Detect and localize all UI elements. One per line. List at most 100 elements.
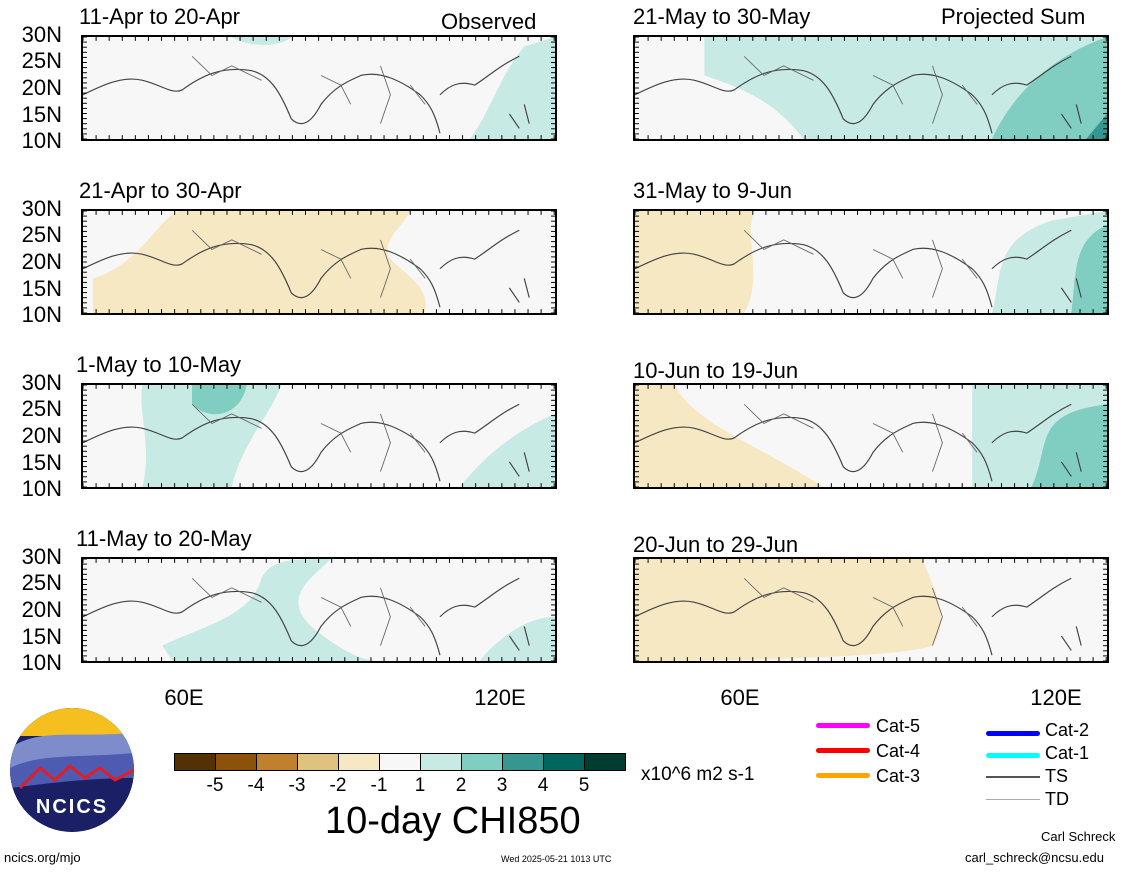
- colorbar-label: 4: [537, 775, 549, 796]
- colorbar-cell: [379, 753, 421, 771]
- map-svg: [83, 385, 555, 487]
- lon-label: 120E: [474, 685, 526, 710]
- coastline: [83, 55, 530, 134]
- map-panel: [81, 557, 557, 663]
- lon-label: 60E: [164, 685, 204, 710]
- map-panel: [81, 209, 557, 315]
- map-panel: [633, 383, 1109, 489]
- colorbar-cell: [461, 753, 503, 771]
- country-borders: [191, 55, 426, 124]
- country-borders: [743, 403, 978, 472]
- colorbar-label: -2: [329, 775, 347, 796]
- lat-label: 30N: [21, 22, 62, 47]
- colorbar-title: 10-day CHI850: [325, 800, 581, 842]
- lat-label: 10N: [21, 128, 62, 153]
- country-borders: [743, 229, 978, 298]
- cat4-label: Cat-4: [876, 741, 921, 761]
- lat-label: 10N: [21, 476, 62, 501]
- colorbar-label: -3: [288, 775, 306, 796]
- panel-title: 21-May to 30-May: [633, 4, 811, 29]
- colorbar-cell: [584, 753, 626, 771]
- coastline: [635, 55, 1082, 134]
- lat-label: 30N: [21, 544, 62, 569]
- map-svg: [635, 385, 1107, 487]
- map-svg: [83, 37, 555, 139]
- colorbar-cell: [420, 753, 462, 771]
- panel-title: 31-May to 9-Jun: [633, 178, 792, 203]
- ts-label: TS: [1045, 766, 1069, 786]
- map-svg: [635, 211, 1107, 313]
- td-label: TD: [1045, 789, 1069, 809]
- lat-label: 15N: [21, 450, 62, 475]
- lat-label: 10N: [21, 302, 62, 327]
- lat-label: 30N: [21, 370, 62, 395]
- lon-label: 120E: [1030, 685, 1082, 710]
- lat-label: 20N: [21, 75, 62, 100]
- lat-label: 20N: [21, 249, 62, 274]
- coastline: [635, 403, 1082, 482]
- lon-label: 60E: [720, 685, 760, 710]
- panel-title: 11-May to 20-May: [76, 526, 252, 551]
- colorbar-label: 5: [578, 775, 590, 796]
- map-svg: [635, 37, 1107, 139]
- lat-label: 15N: [21, 276, 62, 301]
- colorbar-cell: [502, 753, 544, 771]
- map-svg: [83, 559, 555, 661]
- country-borders: [191, 577, 426, 646]
- colorbar-cell: [256, 753, 298, 771]
- footer-email: carl_schreck@ncsu.edu: [965, 850, 1104, 865]
- lat-label: 15N: [21, 102, 62, 127]
- map-panel: [81, 35, 557, 141]
- cat4-swatch: [816, 748, 870, 753]
- lat-label: 10N: [21, 650, 62, 675]
- panel-title: 21-Apr to 30-Apr: [79, 178, 242, 203]
- footer-url: ncics.org/mjo: [4, 850, 81, 865]
- lat-label: 25N: [21, 222, 62, 247]
- colorbar-cell: [174, 753, 216, 771]
- td-swatch: [986, 799, 1040, 800]
- panel-title: 11-Apr to 20-Apr: [79, 4, 241, 29]
- map-panel: [633, 557, 1109, 663]
- lat-label: 15N: [21, 624, 62, 649]
- cat2-swatch: [986, 731, 1040, 736]
- coastline: [83, 403, 530, 482]
- colorbar-cell: [338, 753, 380, 771]
- coastline: [83, 229, 530, 308]
- coastline: [635, 229, 1082, 308]
- colorbar-cell: [297, 753, 339, 771]
- ncics-logo: NCICS: [10, 708, 134, 832]
- colorbar-cell: [543, 753, 585, 771]
- ts-swatch: [986, 776, 1040, 778]
- colorbar-label: 2: [455, 775, 467, 796]
- country-borders: [191, 229, 426, 298]
- footer-author: Carl Schreck: [1041, 829, 1116, 844]
- map-svg: [83, 211, 555, 313]
- panel-title: 1-May to 10-May: [76, 352, 242, 377]
- lat-label: 30N: [21, 196, 62, 221]
- coastline: [83, 577, 530, 656]
- colorbar-units: x10^6 m2 s-1: [641, 764, 755, 785]
- cat5-swatch: [816, 723, 870, 728]
- map-svg: [635, 559, 1107, 661]
- panel-title: 20-Jun to 29-Jun: [633, 532, 799, 557]
- lat-label: 25N: [21, 396, 62, 421]
- colorbar-label: -5: [206, 775, 224, 796]
- coastline: [635, 577, 1082, 656]
- colorbar-cell: [215, 753, 257, 771]
- country-borders: [191, 403, 426, 472]
- lat-label: 20N: [21, 423, 62, 448]
- colorbar-label: 1: [414, 775, 426, 796]
- cat2-label: Cat-2: [1045, 720, 1090, 740]
- map-panel: [633, 35, 1109, 141]
- colorbar-label: 3: [496, 775, 508, 796]
- map-panel: [633, 209, 1109, 315]
- panel-title: 10-Jun to 19-Jun: [633, 358, 799, 383]
- map-panel: [81, 383, 557, 489]
- projected-sum-label: Projected Sum: [941, 4, 1086, 29]
- lat-label: 25N: [21, 48, 62, 73]
- colorbar-label: -1: [370, 775, 388, 796]
- cat1-label: Cat-1: [1045, 743, 1090, 763]
- cat5-label: Cat-5: [876, 716, 921, 736]
- footer-timestamp: Wed 2025-05-21 1013 UTC: [501, 854, 612, 864]
- country-borders: [743, 55, 978, 124]
